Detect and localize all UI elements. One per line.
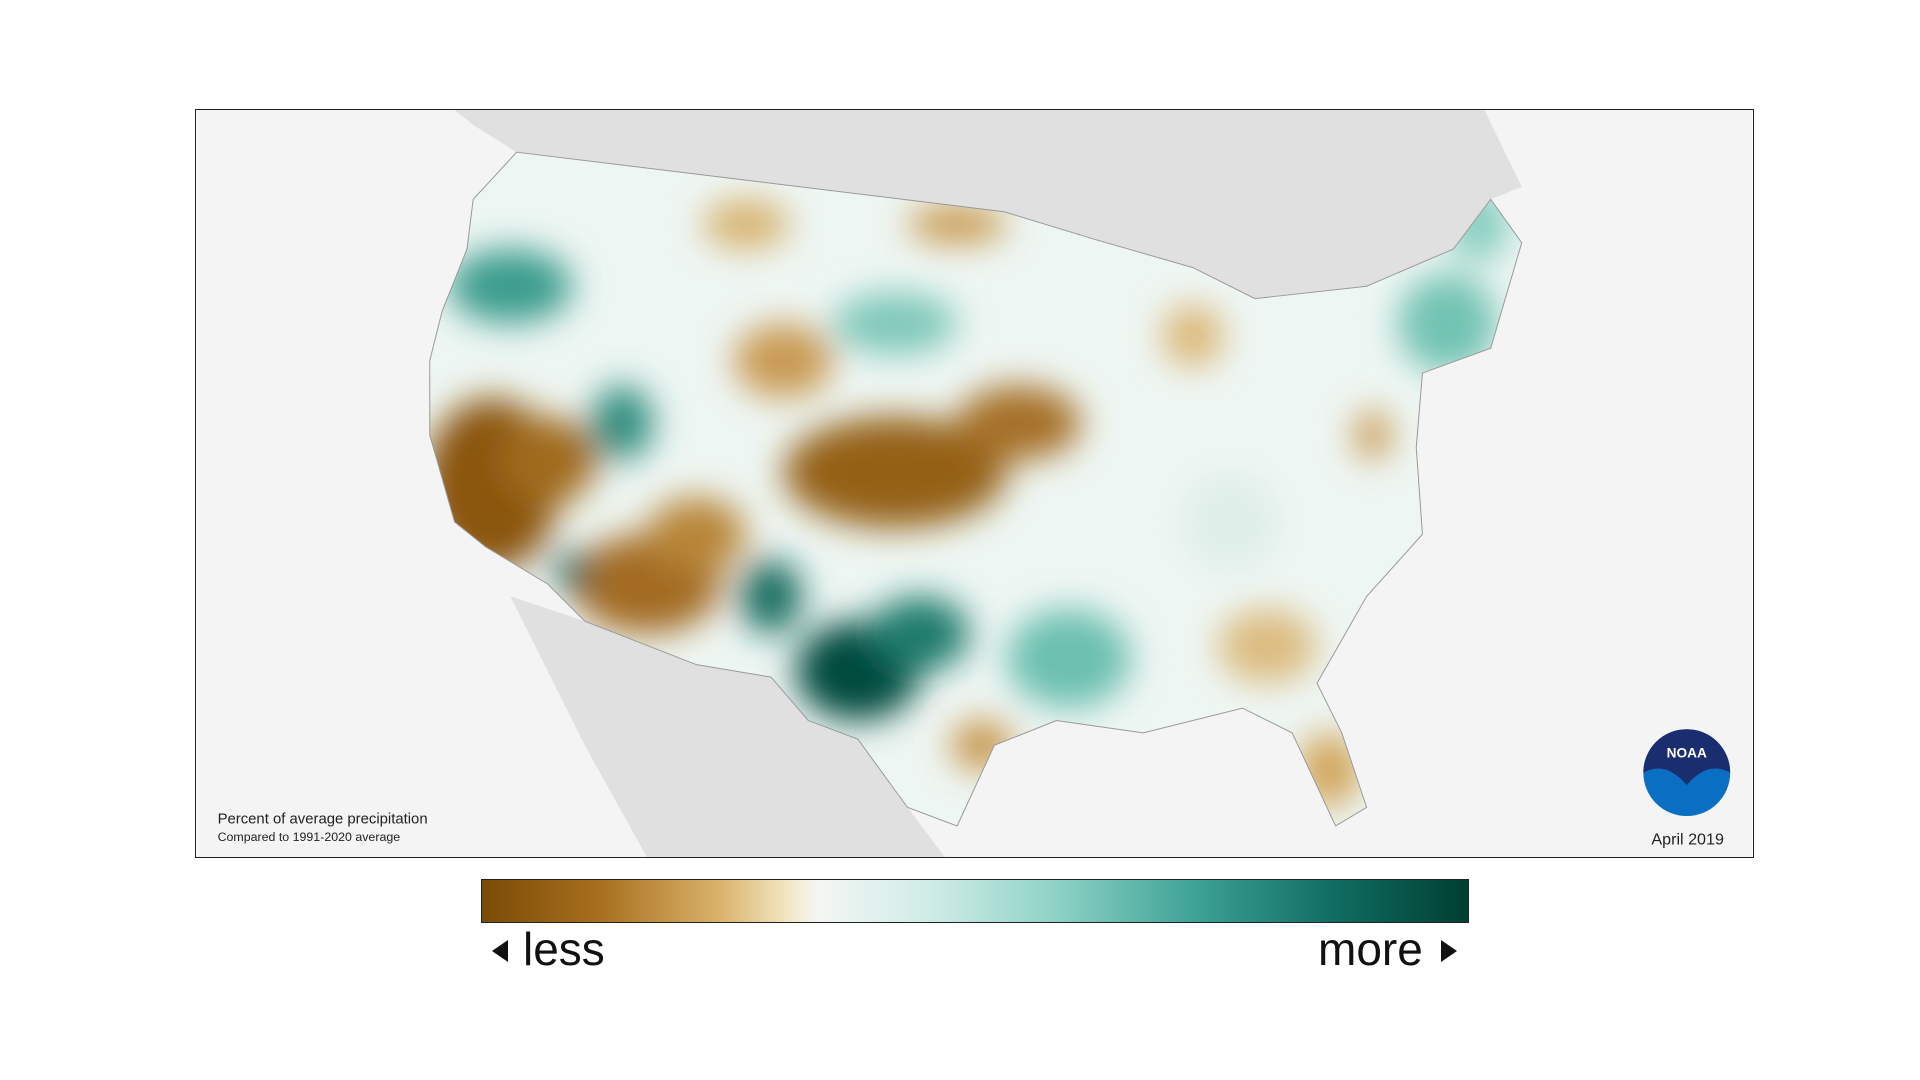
us-outline: [429, 151, 1523, 827]
map-frame: Percent of average precipitation Compare…: [195, 109, 1754, 858]
noaa-logo-top: [1643, 729, 1731, 786]
right-arrow: [1441, 940, 1457, 962]
canada: [454, 110, 1522, 299]
left-arrow: [492, 940, 508, 962]
map-date: April 2019: [1651, 831, 1724, 849]
map: Percent of average precipitation Compare…: [196, 110, 1753, 857]
map-subtitle: Compared to 1991-2020 average: [218, 830, 401, 844]
mexico: [510, 596, 945, 857]
map-title: Percent of average precipitation: [218, 811, 428, 827]
color-scale: [481, 879, 1469, 923]
legend-high: more: [1318, 923, 1423, 975]
logo-text: NOAA: [1667, 746, 1707, 761]
legend-low: less: [523, 923, 605, 975]
